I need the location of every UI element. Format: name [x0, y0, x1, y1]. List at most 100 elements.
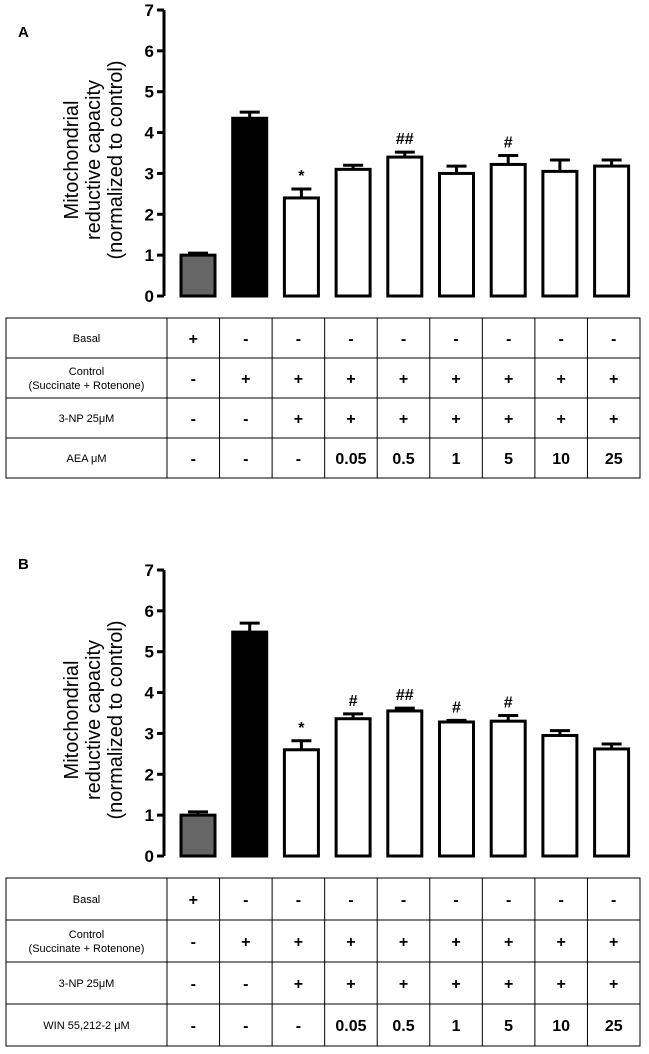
table-cell: +	[609, 411, 618, 428]
significance-label: *	[298, 168, 305, 185]
y-axis-label: Mitochondrial reductive capacity (normaliz…	[61, 621, 127, 820]
bar	[489, 719, 527, 858]
table-cell: -	[191, 976, 196, 993]
y-tick-label: 4	[145, 124, 155, 143]
significance-label: #	[452, 699, 461, 716]
table-cell: -	[611, 892, 616, 909]
table-cell: +	[504, 976, 513, 993]
table-cell: 25	[605, 1018, 623, 1035]
table-cell: 0.5	[392, 1018, 414, 1035]
table-cell: +	[399, 411, 408, 428]
table-cell: -	[296, 331, 301, 348]
significance-label: ##	[396, 687, 414, 704]
bar	[179, 813, 217, 858]
significance-label: ##	[396, 131, 414, 148]
table-cell: +	[399, 976, 408, 993]
table-cell: +	[609, 371, 618, 388]
table-cell: -	[243, 411, 248, 428]
table-cell: -	[191, 411, 196, 428]
table-cell: 10	[552, 451, 570, 468]
significance-label: #	[504, 694, 513, 711]
table-cell: +	[399, 934, 408, 951]
bar	[593, 164, 631, 298]
table-row-label: 3-NP 25μM	[59, 413, 115, 425]
y-tick-label: 5	[145, 83, 154, 102]
table-cell: +	[504, 371, 513, 388]
bar	[282, 196, 320, 298]
table-cell: -	[296, 1018, 301, 1035]
bar	[231, 116, 269, 298]
table-cell: -	[243, 892, 248, 909]
y-tick-label: 1	[145, 246, 154, 265]
table-cell: +	[556, 371, 565, 388]
table-cell: -	[401, 331, 406, 348]
table-cell: +	[346, 411, 355, 428]
table-cell: -	[453, 331, 458, 348]
bar	[438, 720, 475, 858]
table-cell: -	[296, 451, 301, 468]
table-cell: -	[348, 331, 353, 348]
table-cell: +	[504, 411, 513, 428]
bar	[593, 747, 631, 858]
y-tick-label: 7	[145, 561, 154, 580]
table-cell: 1	[452, 451, 461, 468]
table-cell: +	[451, 371, 460, 388]
significance-label: *	[298, 720, 305, 737]
bar	[541, 169, 579, 298]
table-cell: -	[611, 331, 616, 348]
table-cell: +	[609, 934, 618, 951]
bar	[334, 717, 372, 858]
y-tick-label: 3	[145, 164, 154, 183]
y-tick-label: 6	[145, 42, 154, 61]
table-cell: -	[506, 331, 511, 348]
table-cell: -	[243, 976, 248, 993]
panel-label: B	[18, 556, 29, 573]
y-axis-label-line: Mitochondrial	[61, 661, 83, 780]
table-cell: -	[506, 892, 511, 909]
table-cell: -	[559, 331, 564, 348]
table-cell: +	[451, 411, 460, 428]
y-tick-label: 6	[145, 602, 154, 621]
table-row-label: Control	[69, 929, 104, 941]
table-cell: +	[346, 934, 355, 951]
table-cell: 5	[504, 1018, 513, 1035]
y-tick-label: 2	[145, 205, 154, 224]
table-cell: 25	[605, 451, 623, 468]
bar	[541, 733, 579, 858]
table-cell: +	[241, 934, 250, 951]
table-row-label: Basal	[73, 333, 101, 345]
y-axis-label-line: (normalized to control)	[105, 621, 127, 820]
table-row-label: Control	[69, 366, 104, 378]
table-cell: +	[294, 371, 303, 388]
table-cell: 1	[452, 1018, 461, 1035]
table-cell: -	[243, 451, 248, 468]
y-tick-label: 7	[145, 1, 154, 20]
table-cell: -	[191, 371, 196, 388]
y-tick-label: 5	[145, 643, 154, 662]
table-cell: +	[241, 371, 250, 388]
table-cell: +	[451, 976, 460, 993]
table-cell: +	[294, 976, 303, 993]
table-cell: -	[243, 331, 248, 348]
table-cell: +	[346, 371, 355, 388]
table-cell: +	[189, 892, 198, 909]
y-tick-label: 4	[145, 684, 155, 703]
bar	[489, 162, 527, 298]
significance-label: #	[349, 693, 358, 710]
table-cell: -	[348, 892, 353, 909]
table-cell: +	[189, 331, 198, 348]
y-tick-label: 1	[145, 806, 154, 825]
table-cell: +	[609, 976, 618, 993]
y-tick-label: 2	[145, 765, 154, 784]
table-cell: -	[191, 934, 196, 951]
significance-label: #	[504, 134, 513, 151]
table-row-label: Basal	[73, 894, 101, 906]
bar	[386, 155, 424, 298]
table-cell: +	[504, 934, 513, 951]
y-axis-label-line: Mitochondrial	[61, 101, 83, 220]
table-cell: +	[556, 934, 565, 951]
table-cell: 5	[504, 451, 513, 468]
table-cell: 0.05	[335, 451, 366, 468]
